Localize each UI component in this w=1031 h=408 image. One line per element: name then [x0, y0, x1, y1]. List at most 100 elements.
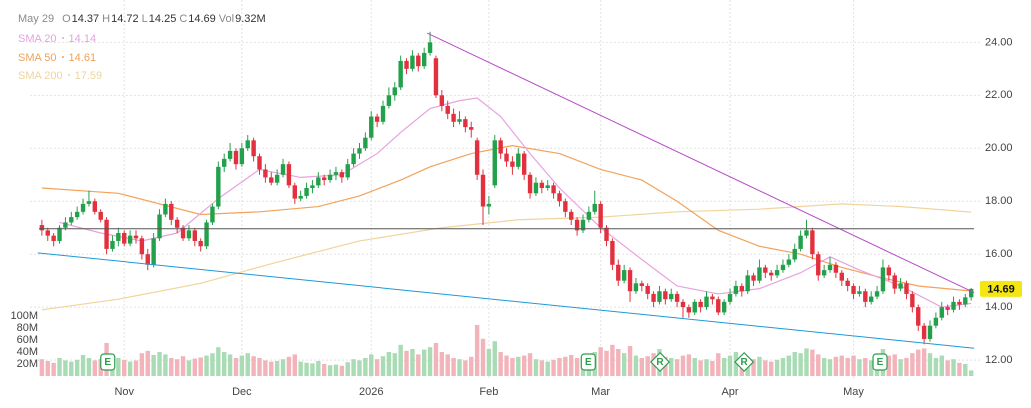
volume-bar	[863, 358, 868, 376]
volume-bar	[139, 353, 145, 376]
volume-bar	[39, 359, 45, 376]
candle-body	[904, 283, 909, 294]
volume-bar	[186, 360, 192, 376]
candle-body	[327, 174, 333, 181]
candle-body	[39, 225, 45, 231]
candle-body	[151, 238, 156, 265]
volume-bar	[180, 356, 186, 376]
volume-bar	[374, 359, 380, 376]
volume-bar	[857, 359, 862, 376]
volume-bar	[851, 355, 856, 376]
candle-body	[898, 283, 903, 289]
candle-body	[92, 201, 98, 212]
volume-bar	[286, 356, 292, 376]
volume-bar	[686, 354, 692, 376]
event-label: E	[104, 357, 111, 368]
candle-body	[574, 219, 580, 231]
volume-bar	[439, 352, 445, 376]
candle-body	[292, 185, 297, 199]
volume-bar	[639, 358, 645, 376]
y-tick-label: 16.00	[985, 248, 1013, 260]
candle-body	[480, 174, 486, 207]
candle-body	[716, 299, 721, 313]
candle-body	[804, 230, 809, 236]
candle-body	[174, 219, 180, 228]
candle-body	[286, 164, 292, 186]
candle-body	[186, 230, 192, 239]
candle-body	[874, 291, 880, 297]
candle-body	[392, 87, 397, 96]
volume-bar	[727, 355, 733, 376]
volume-bar	[957, 362, 962, 376]
candle-body	[892, 275, 897, 289]
volume-bar	[904, 358, 909, 376]
candle-body	[310, 185, 315, 188]
candle-body	[316, 177, 321, 186]
x-tick-label: Dec	[232, 386, 252, 398]
candle-body	[180, 227, 186, 239]
volume-bar	[92, 360, 98, 376]
volume-bar	[692, 358, 697, 376]
x-tick-label: May	[843, 386, 864, 398]
volume-bar	[510, 358, 515, 376]
price-tag	[980, 280, 1022, 297]
candle-body	[98, 211, 103, 220]
volume-bar	[63, 360, 68, 376]
x-tick-label: Nov	[114, 386, 134, 398]
event-marker: E	[100, 353, 116, 371]
volume-bar	[645, 356, 650, 376]
candle-body	[569, 211, 574, 220]
candle-body	[627, 270, 633, 292]
candle-body	[251, 140, 256, 157]
candle-body	[527, 174, 533, 194]
legend-name: SMA 50	[18, 51, 57, 64]
candle-body	[216, 166, 221, 207]
volume-bar	[704, 359, 709, 376]
candle-body	[345, 164, 350, 178]
volume-bar	[892, 354, 897, 376]
volume-bar	[916, 349, 921, 376]
candle-body	[474, 140, 480, 175]
volume-bar	[945, 360, 950, 376]
candle-body	[798, 235, 803, 249]
event-badge	[649, 351, 671, 373]
candle-body	[380, 105, 386, 122]
volume-bar	[939, 355, 944, 376]
candle-body	[780, 264, 786, 271]
date: May 29	[18, 13, 55, 25]
volume-bar	[245, 353, 250, 376]
candle-body	[886, 267, 892, 276]
candle-body	[763, 267, 768, 273]
volume-bar	[533, 359, 539, 376]
candle-body	[80, 203, 86, 212]
volume-bar	[804, 348, 809, 376]
candle-body	[74, 211, 80, 218]
candle-body	[198, 240, 203, 247]
y-tick-label: 20.00	[985, 142, 1013, 154]
event-label: R	[741, 357, 749, 368]
candle-body	[680, 301, 686, 308]
volume-bar	[427, 347, 433, 376]
volume-bar	[886, 355, 892, 376]
volume-bar	[316, 361, 321, 376]
candle-body	[257, 156, 262, 170]
volume-bar	[810, 349, 815, 376]
x-tick-label: Feb	[479, 386, 498, 398]
candle-body	[945, 307, 950, 310]
candle-body	[280, 164, 286, 175]
candle-body	[274, 174, 280, 183]
volume-bar	[380, 356, 386, 376]
sma-line	[41, 145, 972, 292]
candle-body	[139, 238, 145, 255]
volume-bar	[298, 361, 303, 376]
candle-body	[498, 140, 503, 154]
field-value: 14.69	[188, 13, 216, 25]
candle-body	[492, 140, 497, 186]
candle-body	[163, 203, 168, 215]
volume-bar	[280, 359, 286, 376]
field-label: Vol	[218, 13, 235, 25]
candle-body	[827, 264, 833, 271]
volume-bar	[674, 359, 680, 376]
y-tick-label: 14.00	[985, 301, 1013, 313]
